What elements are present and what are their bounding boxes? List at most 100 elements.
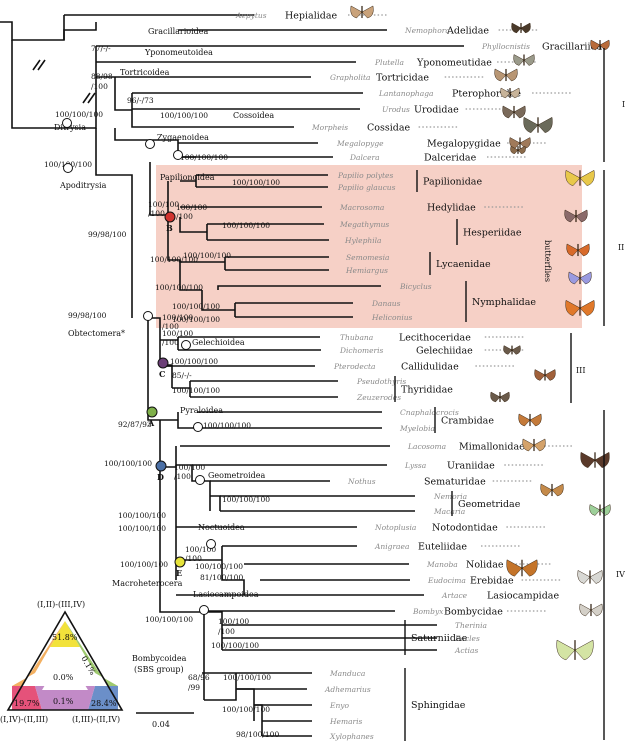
group-label-iii: III [576, 366, 585, 375]
support-value: 99/98/100 [68, 311, 107, 320]
internal-branch [159, 446, 211, 613]
taxon-genus: Lyssa [404, 461, 426, 470]
superfamily-geometroidea: Geometroidea [208, 471, 266, 480]
triangle-top-region [50, 621, 80, 647]
support-value: 92/87/93 [118, 420, 152, 429]
taxon-genus: Eudocima [427, 576, 466, 585]
taxon-genus: Macrosoma [339, 203, 384, 212]
group-label-iv: IV [616, 570, 625, 579]
taxon-genus: Myelobia [399, 424, 435, 433]
internal-branch [114, 77, 150, 128]
superfamily-pyraloidea: Pyraloidea [180, 406, 223, 415]
support-value: 100/100/100 [172, 302, 220, 311]
family-brackets: Papilionidae Hesperiidae Lycaenidae Nymphal… [394, 170, 536, 741]
support-value: 100/100/100 [223, 673, 271, 682]
support-value: 81/100/100 [200, 573, 243, 582]
branch-break-mark [32, 59, 46, 71]
taxon-genus: Morpheis [311, 123, 348, 132]
support-value: 68/96 [188, 673, 210, 682]
internal-branch [63, 22, 97, 40]
support-value: 100/100 [148, 200, 179, 209]
tree-branches [0, 14, 464, 737]
taxon-family: Dalceridae [424, 153, 477, 164]
support-values: 77/-/- 88/98 /100 96/-/73 100/100/100 10… [44, 44, 280, 739]
support-value: 100/100/100 [120, 560, 168, 569]
taxon-genus: Semomesia [346, 253, 389, 262]
support-value: /100 [162, 338, 179, 347]
bracket-family-label: Sphingidae [411, 700, 466, 711]
taxon-genus: Actias [454, 646, 479, 655]
support-value: 88/98 [91, 72, 113, 81]
taxon-family: Uraniidae [447, 461, 495, 472]
superfamily-tortricoidea: Tortricoidea [120, 68, 170, 77]
node-markers: A B C D E [62, 118, 216, 615]
butterfly-highlight [156, 165, 582, 328]
support-value: 100/100/100 [222, 221, 270, 230]
support-value: /100 [185, 554, 202, 563]
taxon-family: Callidulidae [401, 362, 459, 373]
internal-branch [176, 526, 245, 595]
triangle-left-corner [12, 686, 42, 710]
group-bars: I II III IV [570, 48, 625, 740]
bracket-family-label: Saturniidae [411, 633, 468, 644]
support-value: 100/100 [162, 313, 193, 322]
node-marker [173, 150, 183, 160]
internal-branch [201, 285, 236, 317]
support-value: 85/-/- [172, 371, 192, 380]
node-letter: C [159, 369, 165, 379]
node-letter: E [176, 568, 182, 578]
quartet-triangle: (I,II)-(III,IV) (I,IV)-(II,III) (I,III)-… [0, 600, 124, 724]
node-d [155, 460, 167, 472]
taxon-genus: Cnaphalocrocis [400, 408, 459, 417]
support-value: /100 [176, 212, 193, 221]
bracket-family-label: Papilionidae [423, 177, 482, 188]
taxon-genus: Eacles [454, 634, 480, 643]
support-value: 100/100/100 [155, 283, 203, 292]
support-value: /100 [218, 627, 235, 636]
internal-branch [95, 128, 133, 318]
support-value: 100/100/100 [211, 641, 259, 650]
superfamily-zygaenoidea: Zygaenoidea [157, 133, 209, 142]
bracket-family-label: Thyrididae [401, 385, 453, 396]
bracket-family-label: Crambidae [441, 416, 494, 427]
support-value: 100/100/100 [104, 459, 152, 468]
support-value: /100 [91, 82, 108, 91]
taxon-family: Yponomeutidae [416, 58, 492, 69]
support-value: 100/100 [162, 329, 193, 338]
taxon-genus: Papilio polytes [337, 171, 393, 180]
node-marker [63, 163, 73, 173]
taxon-genus: Enyo [329, 701, 350, 710]
group-label-ii: II [618, 243, 624, 252]
support-value: 100/100/100 [170, 357, 218, 366]
support-value: 100/100 [174, 463, 205, 472]
taxon-genus: Heliconius [371, 313, 413, 322]
triangle-pct-bottom: 0.1% [53, 697, 74, 706]
support-value: /99 [188, 683, 200, 692]
bracket-family-label: Lycaenidae [436, 259, 491, 270]
taxon-genus: Plutella [374, 58, 404, 67]
support-value: 99/98/100 [88, 230, 127, 239]
taxon-family: Nolidae [466, 560, 504, 571]
superfamily-yponomeutoidea: Yponomeutoidea [144, 48, 213, 57]
taxon-genus: Megathymus [339, 220, 389, 229]
triangle-outline [6, 610, 124, 711]
support-value: 100/100/100 [55, 110, 103, 119]
internal-branch [152, 412, 197, 468]
support-value: 100/100/100 [183, 251, 231, 260]
support-value: 100/100/100 [118, 524, 166, 533]
taxon-family: Notodontidae [432, 523, 498, 534]
bracket-family-label: Geometridae [458, 499, 521, 510]
taxon-genus: Pseudothyris [356, 377, 406, 386]
support-value: 100/100/100 [203, 421, 251, 430]
group-label-i: I [622, 100, 625, 109]
clade-apoditrysia: Apoditrysia [59, 181, 107, 190]
support-value: /100 [148, 209, 165, 218]
internal-branch [179, 257, 226, 270]
taxon-family: Lasiocampidae [487, 591, 559, 602]
support-value: 100/100/100 [195, 562, 243, 571]
node-marker [145, 139, 155, 149]
support-value: 100/100/100 [172, 315, 220, 324]
taxon-genus: Anigraea [374, 542, 409, 551]
internal-branch [11, 40, 115, 129]
